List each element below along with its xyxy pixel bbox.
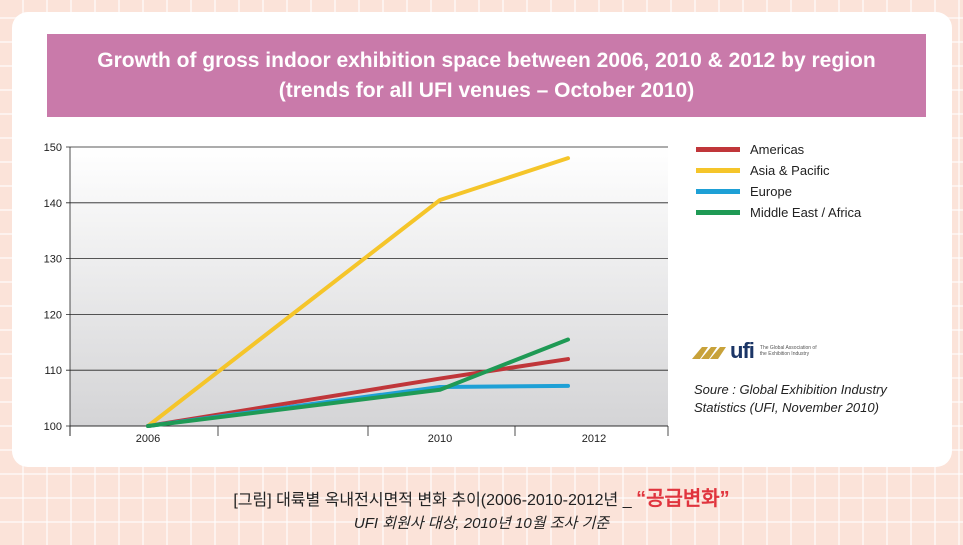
source-line-2: Statistics (UFI, November 2010) — [694, 400, 879, 415]
legend-swatch-americas — [696, 147, 740, 152]
legend-swatch-asia-pacific — [696, 168, 740, 173]
logo-text: ufi — [730, 338, 755, 363]
series-line-middle-east-africa — [146, 337, 570, 428]
series-line-americas — [146, 357, 570, 428]
legend-label-asia-pacific: Asia & Pacific — [750, 163, 830, 178]
title-line-2: (trends for all UFI venues – October 201… — [278, 78, 695, 102]
figure-caption: [그림] 대륙별 옥내전시면적 변화 추이(2006-2010-2012년 _ … — [0, 482, 963, 511]
legend-label-americas: Americas — [750, 142, 805, 157]
y-tick-label-120: 120 — [44, 309, 62, 321]
logo-tagline: The Global Association of the Exhibition… — [759, 345, 817, 357]
caption-prefix: [그림] 대륙별 옥내전시면적 변화 추이(2006-2010-2012년 _ — [233, 492, 637, 509]
ufi-chevrons-logo-icon — [692, 347, 726, 359]
legend-swatch-europe — [696, 189, 740, 194]
chart-title: Growth of gross indoor exhibition space … — [47, 34, 926, 117]
legend-item-asia-pacific: Asia & Pacific — [696, 160, 936, 181]
legend-label-middle-east-africa: Middle East / Africa — [750, 205, 862, 220]
figure-subcaption: UFI 회원사 대상, 2010년 10월 조사 기준 — [353, 515, 610, 532]
x-tick-label-2006: 2006 — [136, 433, 160, 445]
series-line-asia-pacific — [146, 156, 570, 428]
legend-swatch-middle-east-africa — [696, 210, 740, 215]
y-tick-label-100: 100 — [44, 421, 62, 433]
legend-item-europe: Europe — [696, 181, 936, 202]
source-line-1: Soure : Global Exhibition Industry — [694, 382, 887, 397]
x-tick-label-2012: 2012 — [582, 433, 606, 445]
chart-legend: Americas Asia & Pacific Europe Middle East … — [696, 139, 936, 223]
y-tick-label-130: 130 — [44, 254, 62, 266]
y-tick-label-140: 140 — [44, 198, 62, 210]
source-note: Soure : Global Exhibition Industry Stati… — [694, 381, 934, 417]
legend-item-middle-east-africa: Middle East / Africa — [696, 202, 936, 223]
legend-item-americas: Americas — [696, 139, 936, 160]
y-tick-label-150: 150 — [44, 142, 62, 154]
x-tick-label-2010: 2010 — [428, 433, 452, 445]
legend-label-europe: Europe — [750, 184, 792, 199]
ufi-logo: ufi The Global Association of the Exhibi… — [692, 336, 832, 366]
caption-highlight: “공급변화” — [636, 488, 730, 510]
y-tick-label-110: 110 — [44, 365, 62, 377]
title-line-1: Growth of gross indoor exhibition space … — [97, 48, 876, 72]
plot-area — [70, 147, 668, 426]
